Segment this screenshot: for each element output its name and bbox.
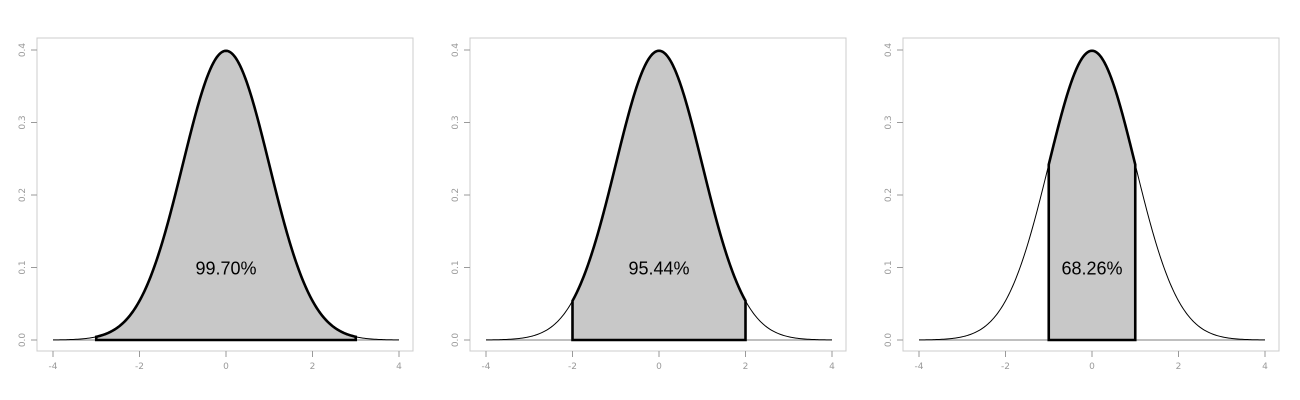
y-tick-label: 0.3 — [18, 115, 28, 129]
x-tick-label: -4 — [49, 362, 58, 372]
x-tick-label: 4 — [1262, 362, 1268, 372]
y-tick-label: 0.4 — [451, 43, 461, 58]
percentage-label: 99.70% — [195, 259, 256, 279]
x-tick-label: -4 — [482, 362, 491, 372]
x-tick-label: -2 — [135, 362, 144, 372]
y-tick-label: 0.2 — [451, 188, 461, 202]
x-tick-label: 2 — [310, 362, 316, 372]
y-tick-label: 0.0 — [884, 333, 894, 348]
y-tick-label: 0.2 — [18, 188, 28, 202]
chart-panel-3: -4 -2 0 2 4 0.0 0.1 0.2 0.3 0.4 68.26% — [884, 37, 1280, 372]
y-tick-label: 0.3 — [451, 115, 461, 129]
x-tick-label: 0 — [656, 362, 662, 372]
x-tick-label: -2 — [568, 362, 577, 372]
x-tick-label: 2 — [743, 362, 749, 372]
shaded-region — [94, 49, 358, 342]
y-tick-label: 0.1 — [884, 260, 894, 274]
x-tick-label: 2 — [1176, 362, 1182, 372]
shaded-region — [571, 49, 747, 342]
y-tick-label: 0.0 — [451, 333, 461, 348]
percentage-label: 68.26% — [1061, 259, 1122, 279]
x-tick-label: 4 — [396, 362, 402, 372]
y-tick-label: 0.0 — [18, 333, 28, 348]
percentage-label: 95.44% — [628, 259, 689, 279]
chart-panel-1: -4 -2 0 2 4 0.0 0.1 0.2 0.3 0.4 99.70% — [18, 37, 414, 372]
x-tick-label: 4 — [829, 362, 835, 372]
y-tick-label: 0.1 — [451, 260, 461, 274]
chart-panel-2: -4 -2 0 2 4 0.0 0.1 0.2 0.3 0.4 95.44% — [451, 37, 847, 372]
x-tick-label: -4 — [915, 362, 924, 372]
shaded-region — [1047, 49, 1137, 342]
y-tick-label: 0.4 — [884, 43, 894, 58]
x-tick-label: 0 — [1089, 362, 1095, 372]
y-tick-label: 0.1 — [18, 260, 28, 274]
x-tick-label: 0 — [223, 362, 229, 372]
y-tick-label: 0.2 — [884, 188, 894, 202]
y-tick-label: 0.4 — [18, 43, 28, 58]
y-tick-label: 0.3 — [884, 115, 894, 129]
x-tick-label: -2 — [1001, 362, 1010, 372]
